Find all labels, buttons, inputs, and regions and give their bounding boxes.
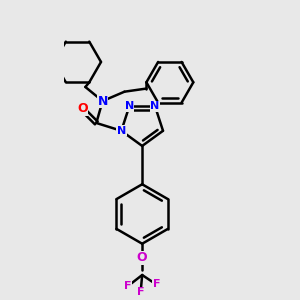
Text: O: O <box>137 251 148 264</box>
Text: N: N <box>98 94 108 108</box>
Text: N: N <box>150 101 160 111</box>
Text: N: N <box>117 126 126 136</box>
Text: F: F <box>152 279 160 290</box>
Text: F: F <box>137 287 144 297</box>
Text: F: F <box>124 281 132 291</box>
Text: N: N <box>125 101 134 111</box>
Text: O: O <box>77 102 88 116</box>
